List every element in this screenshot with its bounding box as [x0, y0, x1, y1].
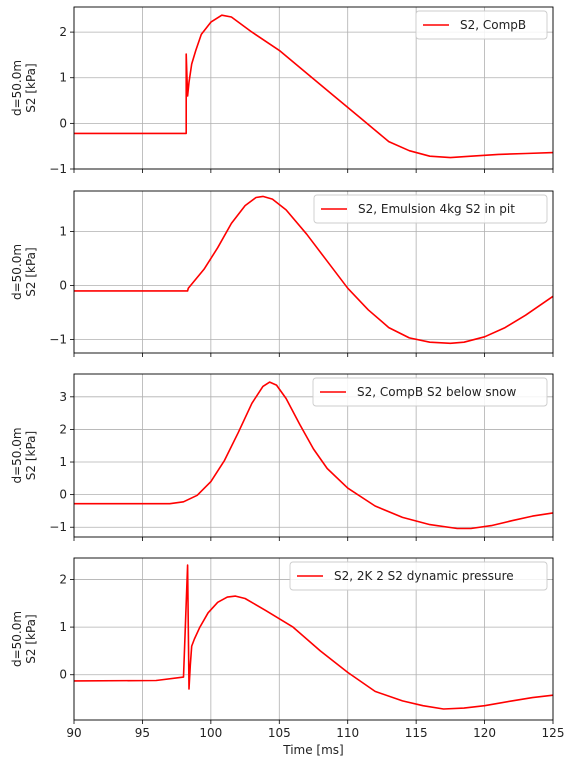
series-line: [74, 381, 554, 530]
x-axis-label: Time [ms]: [282, 743, 344, 757]
y-axis-label: d=50.0m: [10, 611, 24, 667]
legend-box: [415, 10, 548, 40]
x-tick-label: 110: [336, 726, 359, 740]
x-tick-label: 125: [542, 726, 565, 740]
y-tick-label: −1: [49, 162, 67, 176]
y-tick-label: 2: [59, 572, 67, 586]
legend-label: S2, CompB: [460, 18, 526, 32]
y-tick-label: 2: [59, 422, 67, 436]
y-tick-label: 0: [59, 116, 67, 130]
series-line: [74, 14, 554, 159]
y-axis-label: S2 [kPa]: [24, 614, 38, 663]
y-axis-label: S2 [kPa]: [24, 63, 38, 112]
plot-frame: [73, 6, 554, 170]
x-tick-label: 105: [268, 726, 291, 740]
series-line: [74, 195, 554, 345]
plot-frame: [73, 557, 554, 721]
x-tick-label: 115: [405, 726, 428, 740]
y-tick-label: 0: [59, 668, 67, 682]
y-tick-label: 1: [59, 620, 67, 634]
y-tick-label: 0: [59, 279, 67, 293]
y-tick-label: −1: [49, 520, 67, 534]
legend-box: [312, 377, 548, 407]
y-tick-label: 3: [59, 390, 67, 404]
series-line: [73, 564, 554, 710]
x-tick-label: 90: [66, 726, 81, 740]
legend-box: [289, 561, 548, 591]
y-axis-label: d=50.0m: [10, 60, 24, 116]
y-tick-label: 1: [59, 71, 67, 85]
y-axis-label: d=50.0m: [10, 427, 24, 483]
legend-label: S2, CompB S2 below snow: [357, 385, 517, 399]
y-axis-label: S2 [kPa]: [24, 247, 38, 296]
legend-box: [313, 194, 548, 224]
y-tick-label: 0: [59, 488, 67, 502]
plot-frame: [73, 373, 554, 538]
x-tick-label: 120: [473, 726, 496, 740]
legend-label: S2, Emulsion 4kg S2 in pit: [358, 202, 515, 216]
y-tick-label: 2: [59, 25, 67, 39]
x-tick-label: 95: [135, 726, 150, 740]
y-tick-label: −1: [49, 333, 67, 347]
plot-frame: [73, 190, 554, 354]
legend-label: S2, 2K 2 S2 dynamic pressure: [334, 569, 514, 583]
y-axis-label: S2 [kPa]: [24, 431, 38, 480]
y-axis-label: d=50.0m: [10, 244, 24, 300]
y-tick-label: 1: [59, 455, 67, 469]
y-tick-label: 1: [59, 225, 67, 239]
x-tick-label: 100: [199, 726, 222, 740]
